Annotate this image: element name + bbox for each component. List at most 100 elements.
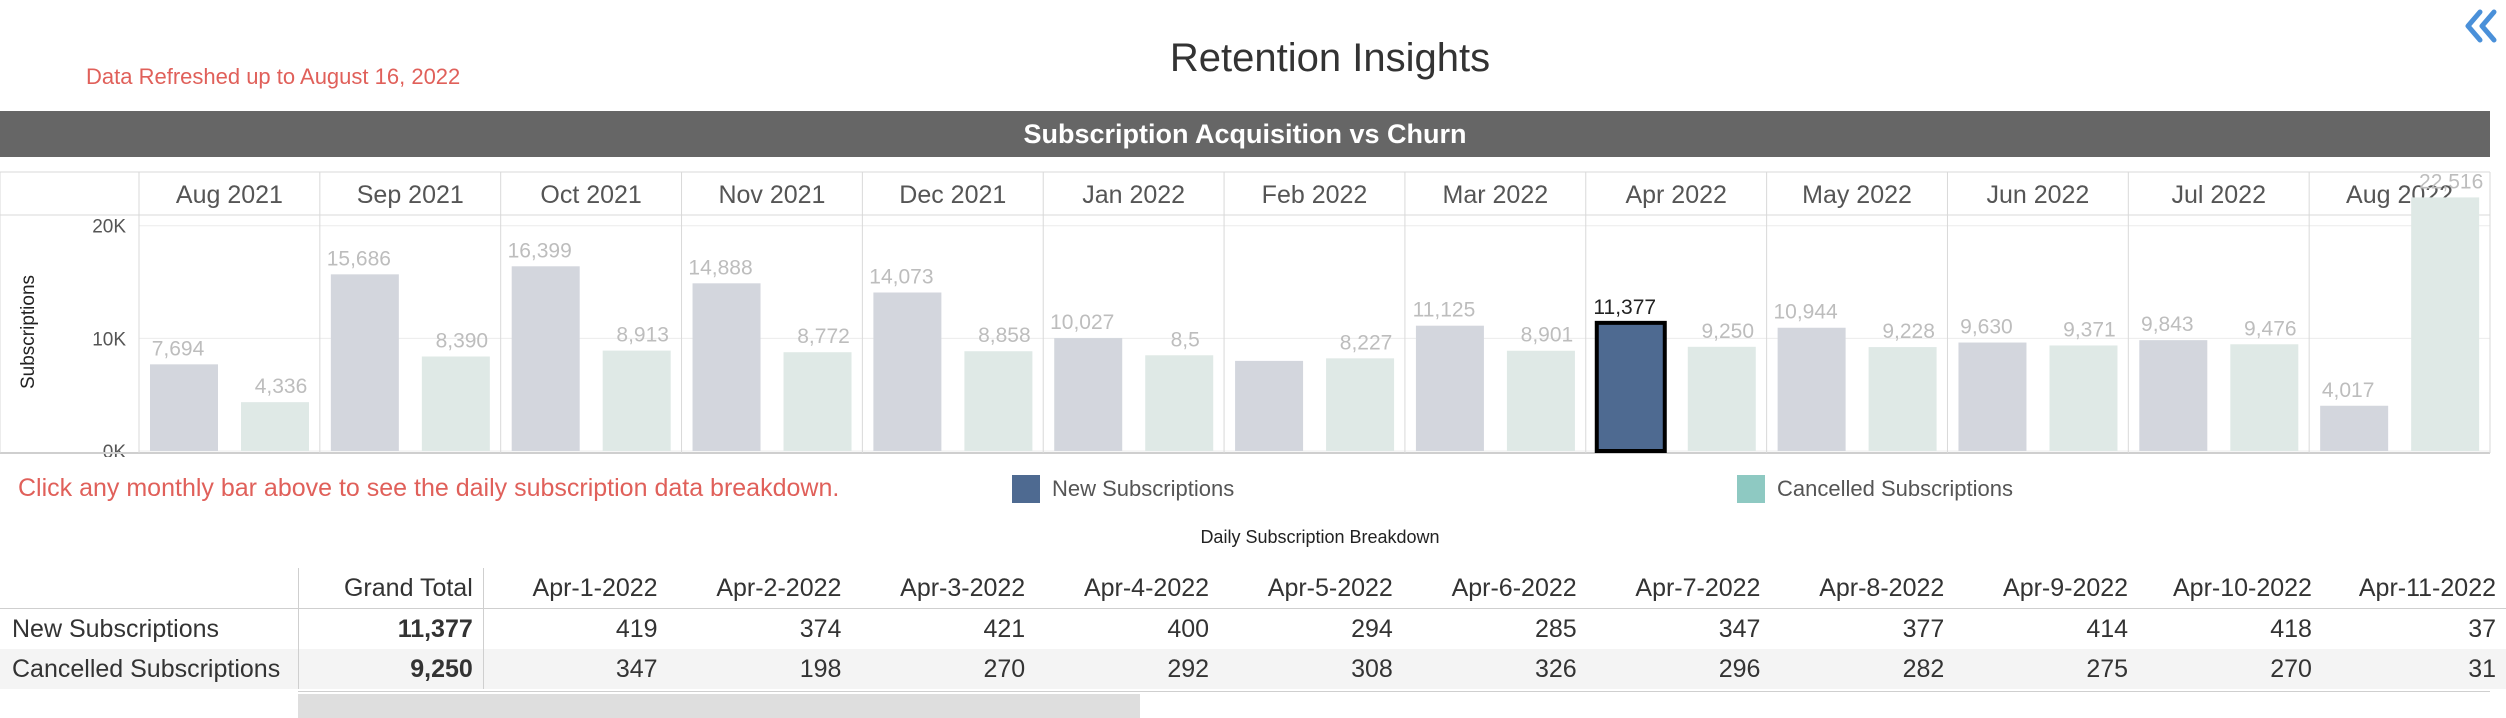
- table-cell: 400: [1167, 614, 1210, 643]
- bar-cancelled-subscriptions[interactable]: [602, 350, 671, 451]
- bar-cancelled-subscriptions[interactable]: [783, 352, 852, 451]
- data-label: 9,843: [2141, 313, 2194, 336]
- data-label: 8,5: [1171, 328, 1200, 351]
- data-label: 8,858: [978, 324, 1031, 347]
- header-date: Apr-4-2022: [1035, 568, 1220, 609]
- month-header: Aug 2021: [176, 181, 283, 209]
- bar-new-subscriptions[interactable]: [2139, 340, 2208, 451]
- header-date: Apr-10-2022: [2138, 568, 2322, 609]
- header-date: Apr-7-2022: [1586, 568, 1771, 609]
- month-header: Oct 2021: [540, 181, 641, 209]
- table-cell: 414: [2086, 614, 2129, 643]
- data-label: 11,125: [1413, 299, 1476, 322]
- bar-new-subscriptions[interactable]: [1777, 327, 1846, 451]
- data-label: 11,377: [1593, 296, 1656, 319]
- bar-new-subscriptions[interactable]: [1594, 320, 1667, 453]
- header-date: Apr-6-2022: [1402, 568, 1587, 609]
- data-label: 8,390: [436, 330, 489, 353]
- row-label: New Subscriptions: [0, 608, 299, 649]
- data-label: 16,399: [508, 239, 572, 262]
- bar-cancelled-subscriptions[interactable]: [2411, 197, 2480, 451]
- bar-new-subscriptions[interactable]: [692, 283, 761, 451]
- header-date: Apr-9-2022: [1954, 568, 2139, 609]
- breakdown-title: Daily Subscription Breakdown: [1200, 527, 1440, 547]
- bar-cancelled-subscriptions[interactable]: [1145, 355, 1214, 451]
- data-label: 9,630: [1960, 316, 2013, 339]
- bar-new-subscriptions[interactable]: [150, 364, 218, 451]
- row-label: Cancelled Subscriptions: [0, 649, 299, 689]
- table-cell: 294: [1351, 614, 1393, 643]
- acquisition-churn-chart: 0K 10K 20K Subscriptions Aug 2021 7,694 4,336 S…: [0, 170, 2491, 457]
- legend-label-new: New Subscriptions: [1052, 476, 1235, 501]
- horizontal-scrollbar[interactable]: [298, 694, 1140, 718]
- table-cell: 377: [1902, 614, 1945, 643]
- double-chevron-left-icon[interactable]: [2458, 4, 2506, 52]
- table-cell: 270: [2138, 649, 2322, 689]
- table-row-new: New Subscriptions 11,377 419 374 421 400…: [0, 608, 2506, 649]
- bar-new-subscriptions[interactable]: [330, 274, 399, 451]
- legend-new-subscriptions[interactable]: New Subscriptions: [1012, 474, 1234, 504]
- data-label: 4,017: [2322, 379, 2375, 402]
- y-tick-label: 20K: [92, 217, 126, 238]
- table-cell: 37: [2468, 614, 2496, 643]
- bar-cancelled-subscriptions[interactable]: [1506, 350, 1575, 451]
- table-cell: 419: [615, 614, 658, 643]
- header-date: Apr-2-2022: [667, 568, 852, 609]
- bar-cancelled-subscriptions[interactable]: [421, 356, 490, 451]
- data-label: 4,336: [255, 375, 308, 398]
- table-cell: 198: [667, 649, 852, 689]
- bar-new-subscriptions[interactable]: [873, 292, 942, 451]
- table-cell: 270: [851, 649, 1036, 689]
- table-cell: 418: [2270, 614, 2312, 643]
- header-date: Apr-8-2022: [1770, 568, 1955, 609]
- bar-cancelled-subscriptions[interactable]: [1868, 347, 1937, 451]
- legend-cancelled-subscriptions[interactable]: Cancelled Subscriptions: [1737, 474, 2013, 504]
- data-label: 9,371: [2063, 318, 2116, 341]
- month-header: Jul 2022: [2171, 181, 2266, 209]
- grand-total-cell: 9,250: [297, 649, 484, 689]
- daily-breakdown-table: Grand Total Apr-1-2022 Apr-2-2022 Apr-3-…: [0, 568, 2506, 689]
- table-cell: 326: [1402, 649, 1587, 689]
- table-cell: 292: [1035, 649, 1220, 689]
- month-header: Apr 2022: [1625, 181, 1726, 209]
- month-header: Feb 2022: [1262, 181, 1368, 209]
- table-cell: 308: [1219, 649, 1403, 689]
- data-label: 10,944: [1773, 301, 1838, 324]
- data-label: 14,073: [869, 265, 933, 288]
- legend-swatch-cancelled: [1737, 475, 1765, 503]
- bar-cancelled-subscriptions[interactable]: [2230, 344, 2299, 451]
- bar-cancelled-subscriptions[interactable]: [964, 351, 1033, 451]
- table-cell: 296: [1586, 649, 1771, 689]
- table-cell: 282: [1770, 649, 1955, 689]
- legend-label-cancelled: Cancelled Subscriptions: [1777, 476, 2014, 501]
- table-cell: 374: [799, 614, 842, 643]
- header-date: Apr-1-2022: [483, 568, 668, 609]
- scroll-track: [298, 691, 2490, 692]
- table-corner: [0, 568, 299, 609]
- y-tick-label: 10K: [92, 329, 126, 350]
- table-cell: 421: [983, 614, 1026, 643]
- header-date: Apr-5-2022: [1219, 568, 1403, 609]
- bar-new-subscriptions[interactable]: [2320, 405, 2389, 451]
- data-label: 9,250: [1701, 320, 1754, 343]
- y-axis-label: Subscriptions: [18, 275, 39, 389]
- bar-new-subscriptions[interactable]: [1958, 342, 2027, 451]
- month-header: Mar 2022: [1443, 181, 1549, 209]
- header-date: Apr-3-2022: [851, 568, 1036, 609]
- data-label: 10,027: [1050, 311, 1114, 334]
- bar-new-subscriptions[interactable]: [1054, 338, 1123, 451]
- grand-total-cell: 11,377: [297, 608, 484, 649]
- bar-cancelled-subscriptions[interactable]: [241, 402, 309, 451]
- bar-cancelled-subscriptions[interactable]: [1326, 358, 1395, 451]
- bar-cancelled-subscriptions[interactable]: [1687, 346, 1756, 451]
- header-date: Apr-11-2022: [2321, 568, 2506, 609]
- month-header: Sep 2021: [357, 181, 464, 209]
- bar-cancelled-subscriptions[interactable]: [2049, 345, 2118, 451]
- table-header-row: Grand Total Apr-1-2022 Apr-2-2022 Apr-3-…: [0, 568, 2506, 609]
- bar-new-subscriptions[interactable]: [1415, 325, 1484, 451]
- bar-new-subscriptions[interactable]: [1235, 360, 1304, 451]
- bar-new-subscriptions[interactable]: [511, 266, 580, 451]
- table-cell: 285: [1534, 614, 1577, 643]
- data-label: 14,888: [688, 256, 752, 279]
- table-cell: 347: [483, 649, 668, 689]
